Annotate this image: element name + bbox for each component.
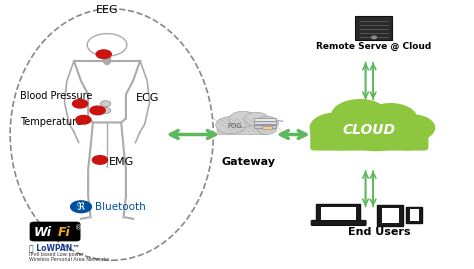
- FancyBboxPatch shape: [254, 118, 276, 121]
- FancyBboxPatch shape: [30, 222, 80, 241]
- Text: Remote Serve @ Cloud: Remote Serve @ Cloud: [317, 42, 432, 51]
- Circle shape: [255, 116, 279, 130]
- Circle shape: [387, 127, 427, 150]
- Circle shape: [216, 116, 246, 134]
- Circle shape: [365, 104, 417, 133]
- Circle shape: [389, 115, 435, 141]
- Text: FOG: FOG: [228, 123, 242, 129]
- FancyBboxPatch shape: [317, 204, 360, 222]
- Circle shape: [87, 34, 127, 56]
- Circle shape: [100, 108, 111, 113]
- Text: ECG: ECG: [136, 93, 159, 103]
- Circle shape: [92, 156, 108, 164]
- Text: Bluetooth: Bluetooth: [95, 202, 146, 212]
- Circle shape: [244, 112, 269, 126]
- Text: Gateway: Gateway: [222, 157, 276, 167]
- FancyBboxPatch shape: [355, 16, 392, 40]
- Text: Wi: Wi: [33, 226, 51, 239]
- FancyBboxPatch shape: [382, 208, 399, 223]
- FancyBboxPatch shape: [311, 220, 366, 225]
- Text: Ⓛ LoWPAN™: Ⓛ LoWPAN™: [29, 244, 80, 253]
- FancyBboxPatch shape: [254, 121, 276, 124]
- Circle shape: [331, 100, 388, 132]
- FancyBboxPatch shape: [410, 210, 419, 221]
- FancyBboxPatch shape: [217, 122, 269, 134]
- Circle shape: [229, 111, 257, 127]
- FancyBboxPatch shape: [310, 122, 428, 151]
- Circle shape: [372, 36, 376, 39]
- FancyBboxPatch shape: [406, 207, 422, 223]
- FancyBboxPatch shape: [254, 125, 276, 128]
- Circle shape: [321, 127, 361, 150]
- Circle shape: [310, 113, 362, 143]
- Text: EMG: EMG: [109, 157, 134, 167]
- Text: End Users: End Users: [347, 227, 410, 237]
- Text: Blood Pressure: Blood Pressure: [19, 91, 92, 101]
- Circle shape: [90, 106, 105, 115]
- Text: Wireless Personal Area Networks: Wireless Personal Area Networks: [29, 257, 109, 262]
- Text: CLOUD: CLOUD: [343, 123, 396, 137]
- Text: Temperature: Temperature: [19, 118, 82, 128]
- Circle shape: [73, 100, 88, 108]
- Text: ℜ: ℜ: [77, 202, 85, 212]
- Text: EEG: EEG: [96, 5, 118, 15]
- Circle shape: [341, 110, 412, 151]
- FancyBboxPatch shape: [262, 126, 273, 129]
- Text: ®: ®: [75, 226, 82, 232]
- Text: ~: ~: [276, 117, 283, 126]
- Text: Fi: Fi: [57, 226, 70, 239]
- FancyBboxPatch shape: [377, 205, 403, 226]
- Circle shape: [100, 101, 111, 107]
- Circle shape: [96, 50, 111, 58]
- Circle shape: [71, 201, 91, 213]
- Text: IPv6 based Low-power: IPv6 based Low-power: [29, 252, 84, 257]
- FancyBboxPatch shape: [320, 207, 356, 220]
- Circle shape: [257, 124, 276, 134]
- Circle shape: [76, 115, 91, 124]
